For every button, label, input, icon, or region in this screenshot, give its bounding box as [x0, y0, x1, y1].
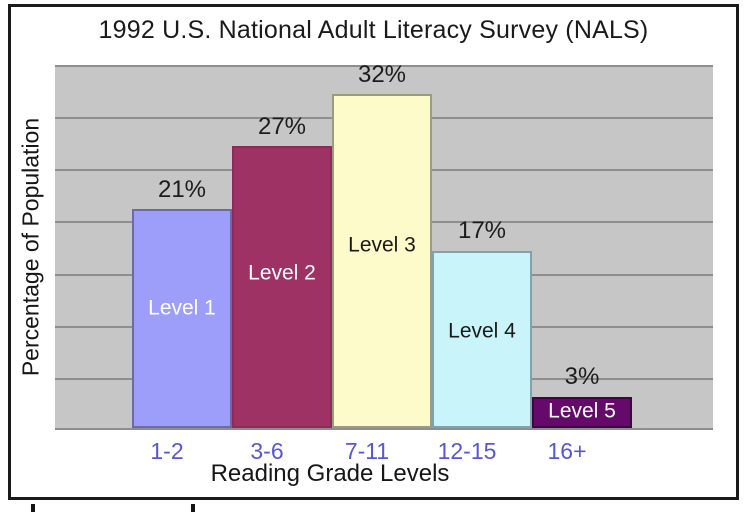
- gridline-35-percent: [55, 65, 713, 67]
- value-label-level-2: 27%: [257, 113, 307, 141]
- x-tick-label-12-15: 12-15: [437, 438, 497, 464]
- bar-level-3: Level 3: [332, 94, 432, 428]
- cropped-artifact-tick: [191, 504, 195, 512]
- x-axis-tick-labels: 1-2 3-6 7-11 12-15 16+: [55, 438, 713, 467]
- chart-title: 1992 U.S. National Adult Literacy Survey…: [98, 16, 649, 44]
- x-tick-label-1-2: 1-2: [150, 438, 184, 464]
- x-axis-title: Reading Grade Levels: [210, 460, 450, 487]
- y-axis-title: Percentage of Population: [17, 117, 44, 377]
- bar-level-4: Level 4: [432, 250, 532, 428]
- x-tick-label-16plus: 16+: [547, 438, 587, 464]
- value-label-level-4: 17%: [457, 217, 507, 245]
- bar-label-level-3: Level 3: [348, 233, 416, 257]
- x-tick-label-3-6: 3-6: [250, 438, 284, 464]
- bar-label-level-2: Level 2: [248, 261, 316, 285]
- bar-level-2: Level 2: [232, 146, 332, 428]
- bar-level-5: Level 5: [532, 396, 632, 428]
- cropped-artifact-tick: [31, 504, 35, 512]
- chart-frame-border: [8, 4, 739, 500]
- plot-area: Level 1 21% Level 2 27% Level 3 32% Level 4 17%…: [55, 60, 713, 430]
- value-label-level-5: 3%: [564, 363, 600, 391]
- value-label-level-3: 32%: [357, 60, 407, 88]
- x-tick-label-7-11: 7-11: [344, 438, 390, 464]
- bar-label-level-1: Level 1: [148, 296, 216, 320]
- bar-label-level-4: Level 4: [448, 319, 516, 343]
- bar-level-1: Level 1: [132, 209, 232, 428]
- value-label-level-1: 21%: [157, 175, 207, 203]
- bar-label-level-5: Level 5: [548, 399, 616, 423]
